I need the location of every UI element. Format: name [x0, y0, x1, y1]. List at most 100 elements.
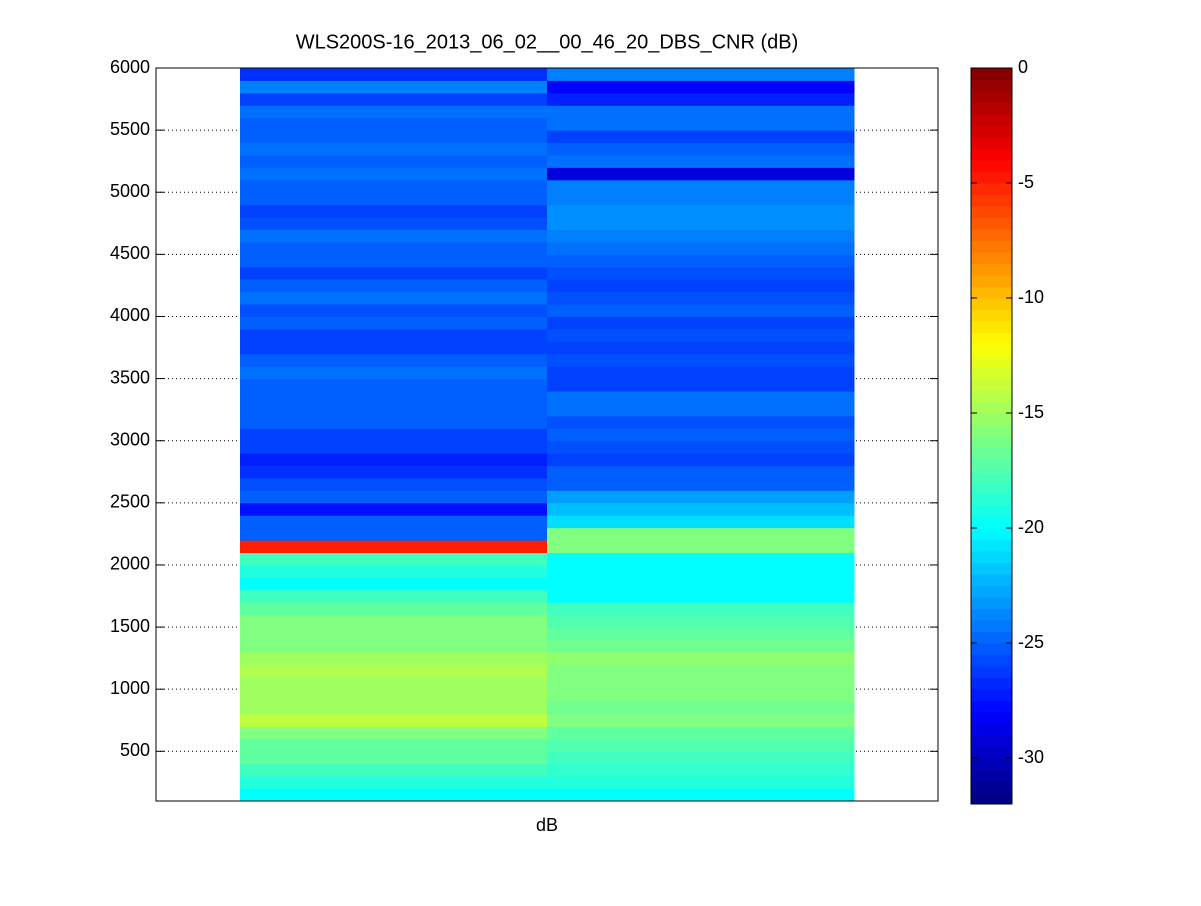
heat-cell: [240, 154, 548, 168]
heat-cell: [240, 391, 548, 404]
colorbar-swatch: [971, 194, 1012, 207]
colorbar-swatch: [971, 102, 1012, 115]
heat-cell: [547, 577, 855, 591]
heat-cell: [547, 651, 855, 665]
heat-cell: [547, 291, 855, 305]
heat-cell: [547, 614, 855, 628]
heat-cell: [240, 130, 548, 144]
heat-cell: [547, 428, 855, 442]
heat-cell: [240, 353, 548, 367]
chart-title: WLS200S-16_2013_06_02__00_46_20_DBS_CNR …: [296, 31, 799, 53]
colorbar-swatch: [971, 516, 1012, 529]
heat-cell: [240, 477, 548, 491]
colorbar-swatch: [971, 459, 1012, 471]
colorbar-swatch: [971, 309, 1012, 322]
heat-cell: [240, 117, 548, 131]
heat-cell: [547, 80, 855, 94]
heat-cell: [547, 403, 855, 417]
heat-cell: [547, 316, 855, 330]
heat-cell: [547, 763, 855, 777]
heat-cell: [547, 440, 855, 454]
heat-cell: [240, 68, 548, 81]
heat-cell: [240, 254, 548, 268]
colorbar-swatch: [971, 332, 1012, 345]
heat-cell: [240, 440, 548, 454]
heat-cell: [240, 776, 548, 790]
colorbar-swatch: [971, 171, 1012, 184]
heat-cell: [240, 279, 548, 293]
colorbar-swatch: [971, 217, 1012, 230]
heat-cell: [547, 776, 855, 790]
heat-cell: [240, 564, 548, 578]
heat-cell: [240, 192, 548, 206]
heat-cell: [240, 788, 548, 802]
colorbar-swatch: [971, 206, 1012, 218]
heat-cell: [547, 217, 855, 231]
heat-cell: [240, 291, 548, 305]
heat-cell: [240, 366, 548, 380]
heat-cell: [240, 142, 548, 156]
colorbar-swatch: [971, 114, 1012, 126]
heat-cell: [547, 105, 855, 119]
heat-cell: [547, 192, 855, 206]
colorbar-swatch: [971, 654, 1012, 667]
colorbar-swatch: [971, 275, 1012, 287]
heat-cell: [240, 689, 548, 703]
colorbar-tick-label: -30: [1018, 747, 1044, 767]
colorbar-swatch: [971, 551, 1012, 563]
heat-cell: [547, 701, 855, 715]
colorbar-swatch: [971, 562, 1012, 575]
y-tick-label: 4000: [110, 305, 150, 325]
heat-cell: [240, 490, 548, 504]
heat-cell: [240, 465, 548, 479]
colorbar-swatch: [971, 229, 1012, 241]
colorbar-swatch: [971, 321, 1012, 333]
y-tick-label: 3500: [110, 367, 150, 387]
colorbar-tick-label: -20: [1018, 517, 1044, 537]
heat-cell: [240, 738, 548, 752]
colorbar-tick-label: -15: [1018, 402, 1044, 422]
colorbar-swatch: [971, 436, 1012, 448]
heat-cell: [240, 328, 548, 342]
heat-cell: [240, 726, 548, 740]
heat-cell: [240, 527, 548, 541]
colorbar-swatch: [971, 574, 1012, 586]
heat-cell: [547, 751, 855, 765]
heat-cell: [547, 117, 855, 131]
heat-cell: [547, 515, 855, 529]
heat-cell: [240, 415, 548, 429]
heat-cell: [547, 465, 855, 479]
colorbar-swatch: [971, 482, 1012, 494]
heat-cell: [547, 627, 855, 640]
colorbar-swatch: [971, 677, 1012, 690]
colorbar-swatch: [971, 597, 1012, 609]
colorbar-swatch: [971, 367, 1012, 379]
colorbar-swatch: [971, 493, 1012, 506]
colorbar-swatch: [971, 91, 1012, 103]
heat-cell: [240, 627, 548, 640]
heat-cell: [547, 490, 855, 504]
heat-cell: [240, 217, 548, 231]
heat-cell: [240, 167, 548, 181]
colorbar-tick-label: 0: [1018, 57, 1028, 77]
colorbar-frame: [970, 67, 1013, 805]
heat-cell: [240, 515, 548, 529]
heat-cell: [547, 391, 855, 404]
heat-cell: [547, 540, 855, 554]
colorbar-swatch: [971, 781, 1012, 793]
colorbar-swatch: [971, 631, 1012, 644]
colorbar-swatch: [971, 528, 1012, 540]
heat-cell: [547, 726, 855, 740]
heat-cell: [240, 651, 548, 665]
heat-cell: [240, 241, 548, 255]
heat-cell: [547, 552, 855, 566]
heat-cell: [547, 738, 855, 752]
heat-cell: [240, 589, 548, 603]
colorbar-swatch: [971, 263, 1012, 276]
colorbar-swatch: [971, 148, 1012, 161]
heat-cell: [240, 602, 548, 616]
heat-cell: [547, 266, 855, 280]
heat-cell: [547, 92, 855, 106]
heat-cell: [240, 763, 548, 777]
colorbar-swatch: [971, 137, 1012, 149]
